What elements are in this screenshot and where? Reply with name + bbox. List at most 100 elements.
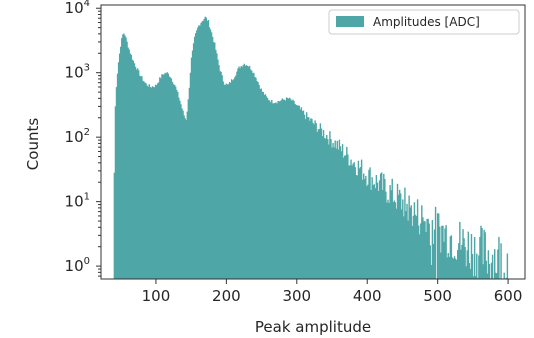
histogram-bar	[420, 223, 422, 279]
histogram-bar	[265, 96, 268, 280]
histogram-bar	[494, 249, 496, 279]
histogram-bar	[153, 87, 156, 279]
histogram-bar	[361, 179, 364, 279]
histogram-bar	[207, 19, 210, 280]
histogram-bar	[220, 71, 222, 280]
histogram-bar	[164, 72, 166, 279]
histogram-bar	[209, 29, 212, 279]
histogram-bar	[271, 99, 273, 279]
histogram-bar	[411, 225, 414, 279]
histogram-bar	[267, 100, 270, 279]
histogram-bar	[370, 189, 372, 279]
histogram-bar	[281, 98, 284, 279]
histogram-bar	[136, 68, 139, 279]
histogram-bar	[237, 68, 239, 279]
histogram-bar	[323, 138, 326, 279]
histogram-bar	[430, 265, 433, 279]
histogram-bar	[461, 244, 463, 279]
histogram-bar	[451, 257, 454, 279]
histogram-bar	[352, 163, 354, 279]
histogram-bar	[257, 82, 259, 279]
histogram-bar	[467, 231, 470, 279]
histogram-bar	[379, 173, 382, 279]
histogram-bar	[332, 142, 334, 279]
histogram-bar	[466, 250, 468, 279]
histogram-bar	[442, 225, 444, 279]
histogram-bar	[227, 84, 230, 280]
histogram-bar	[253, 72, 255, 279]
histogram-bar	[384, 178, 386, 279]
histogram-bar	[212, 42, 215, 279]
histogram-bar	[374, 188, 377, 279]
histogram-bar	[174, 86, 177, 279]
histogram-bar	[327, 139, 329, 279]
histogram-bar	[358, 168, 361, 279]
histogram-bar	[123, 33, 125, 279]
histogram-bar	[205, 17, 207, 279]
histogram-bar	[168, 76, 171, 280]
histogram-bar	[132, 60, 135, 280]
histogram-bar	[382, 189, 384, 279]
x-tick-label: 500	[423, 287, 452, 305]
histogram-bar	[388, 202, 390, 279]
legend-label: Amplitudes [ADC]	[373, 15, 480, 29]
histogram-bar	[159, 77, 161, 279]
histogram-bar	[192, 43, 195, 279]
histogram-bar	[173, 84, 176, 279]
histogram-bar	[180, 104, 182, 279]
histogram-bar	[208, 27, 211, 280]
histogram-bar	[390, 190, 392, 279]
histogram-bar	[298, 105, 300, 279]
histogram-bar	[234, 77, 236, 280]
histogram-bar	[363, 173, 365, 279]
histogram-bar	[487, 250, 490, 279]
histogram-bar	[338, 139, 341, 279]
histogram-bar	[140, 76, 142, 279]
histogram-bar	[114, 106, 117, 279]
histogram-bar	[488, 264, 491, 279]
histogram-bar	[441, 225, 443, 279]
histogram-bar	[478, 255, 480, 279]
histogram-bar	[195, 33, 197, 279]
histogram-bar	[302, 110, 305, 279]
histogram-bar	[130, 54, 132, 279]
histogram-bar	[396, 183, 399, 279]
histogram-bar	[143, 81, 145, 279]
histogram-bar	[404, 187, 406, 279]
histogram-bar	[440, 252, 442, 279]
legend-box	[328, 9, 520, 35]
histogram-bar	[464, 247, 466, 279]
histogram-bar	[377, 190, 380, 279]
histogram-bar	[162, 74, 164, 279]
histogram-bar	[455, 259, 458, 279]
histogram-bar	[482, 264, 484, 279]
histogram-bar	[452, 258, 455, 279]
histogram-bar	[438, 213, 440, 279]
histogram-bar	[262, 92, 265, 279]
histogram-bar	[393, 200, 396, 279]
histogram-bar	[367, 184, 369, 279]
histogram-bar	[372, 185, 374, 279]
histogram-bar	[226, 84, 229, 279]
histogram-bar	[183, 115, 185, 279]
histogram-bar	[320, 128, 323, 279]
histogram-bar	[263, 95, 266, 279]
histogram-bar	[479, 236, 481, 279]
histogram-bar	[369, 167, 371, 279]
histogram-bar	[422, 217, 424, 279]
histogram-bar	[219, 70, 221, 279]
histogram-bar	[459, 221, 461, 279]
histogram-bar	[506, 253, 509, 279]
histogram-bar	[167, 73, 169, 279]
histogram-bar	[217, 59, 219, 279]
histogram-bar	[224, 84, 227, 279]
histogram-bar	[349, 165, 351, 279]
histogram-bar	[193, 36, 196, 280]
histogram-bar	[500, 243, 502, 279]
histogram-bar	[331, 147, 333, 279]
histogram-bar	[486, 273, 489, 279]
y-tick-label: 102	[65, 127, 90, 146]
histogram-bar	[444, 228, 446, 279]
histogram-bar	[158, 82, 160, 279]
